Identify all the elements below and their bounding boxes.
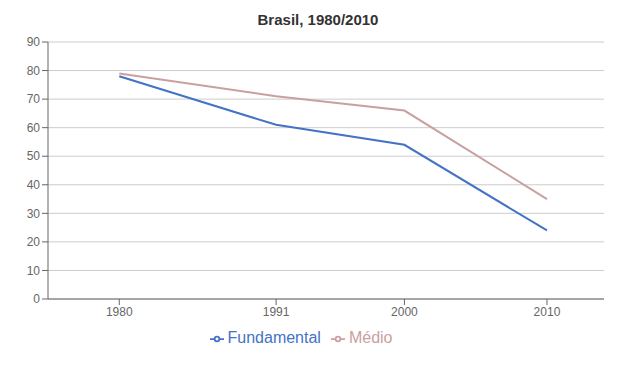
svg-text:2010: 2010 xyxy=(534,305,561,319)
svg-text:20: 20 xyxy=(27,235,41,249)
svg-text:70: 70 xyxy=(27,92,41,106)
svg-text:50: 50 xyxy=(27,149,41,163)
svg-text:2000: 2000 xyxy=(391,305,418,319)
svg-text:1980: 1980 xyxy=(106,305,133,319)
html-text:Fundamental: Fundamental xyxy=(227,329,321,346)
svg-text:10: 10 xyxy=(27,264,41,278)
svg-text:0: 0 xyxy=(33,292,40,306)
svg-text:90: 90 xyxy=(27,35,41,49)
html-text:Médio: Médio xyxy=(348,329,393,346)
html-text:Brasil, 1980/2010: Brasil, 1980/2010 xyxy=(257,11,379,28)
svg-text:40: 40 xyxy=(27,178,41,192)
svg-text:1991: 1991 xyxy=(263,305,290,319)
svg-text:80: 80 xyxy=(27,64,41,78)
svg-text:30: 30 xyxy=(27,207,41,221)
svg-text:60: 60 xyxy=(27,121,41,135)
